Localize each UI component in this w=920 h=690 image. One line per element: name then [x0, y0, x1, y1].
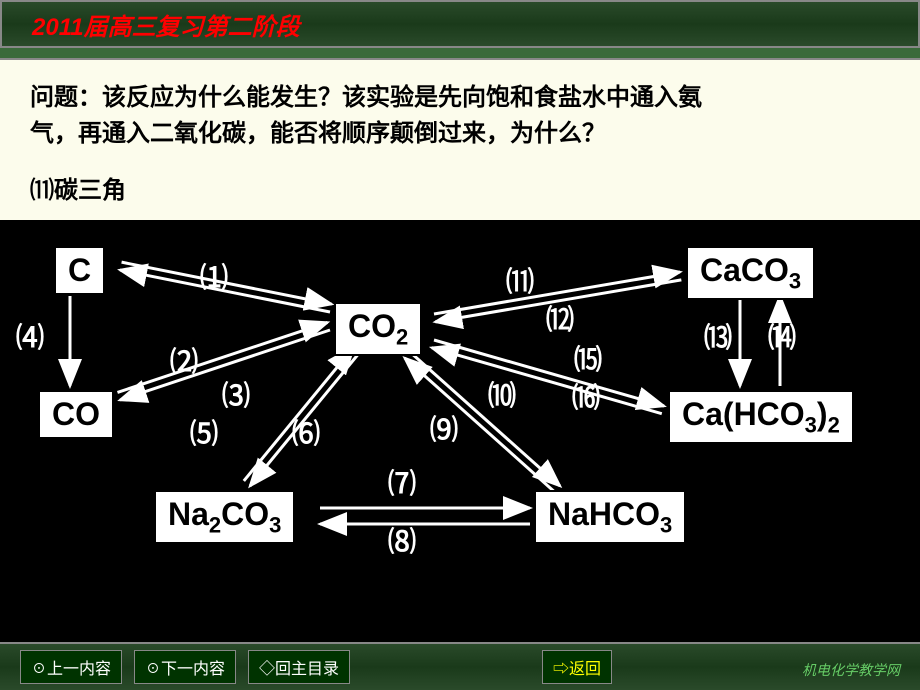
diagram-area: C CO2 CaCO3 CO Ca(HCO3)2 Na2CO3 NaHCO3 ⑴… [0, 220, 920, 580]
node-co: CO [38, 390, 114, 439]
question-line-2: 气，再通入二氧化碳，能否将顺序颠倒过来，为什么？ [30, 116, 890, 152]
section-label: ⑾碳三角 [30, 170, 890, 205]
divider [0, 48, 920, 60]
edge-label-e7: ⑺ [388, 462, 416, 502]
edge-label-e1: ⑴ [200, 256, 228, 296]
edge-label-e10: ⑽ [488, 374, 516, 414]
edge-label-e2: ⑵ [170, 340, 198, 380]
node-caco3: CaCO3 [686, 246, 815, 300]
home-button[interactable]: ◇回主目录 [248, 650, 350, 684]
header-title: 2011届高三复习第二阶段 [32, 7, 300, 42]
node-cahco32: Ca(HCO3)2 [668, 390, 854, 444]
node-co2: CO2 [334, 302, 422, 356]
edge-label-e16: ⒃ [572, 376, 600, 416]
next-button[interactable]: ☉下一内容 [134, 650, 236, 684]
content-area: 问题：该反应为什么能发生？该实验是先向饱和食盐水中通入氨 气，再通入二氧化碳，能… [0, 60, 920, 220]
edge-label-e8: ⑻ [388, 520, 416, 560]
node-na2co3: Na2CO3 [154, 490, 295, 544]
footer-bar: ☉上一内容 ☉下一内容 ◇回主目录 ⇨返回 机电化学教学网 [0, 642, 920, 690]
prev-button[interactable]: ☉上一内容 [20, 650, 122, 684]
node-c: C [54, 246, 105, 295]
edge-label-e13: ⒀ [704, 316, 732, 356]
edge-label-e15: ⒂ [574, 338, 602, 378]
edge-label-e11: ⑾ [506, 260, 534, 300]
edge-label-e6: ⑹ [292, 412, 320, 452]
question-line-1: 问题：该反应为什么能发生？该实验是先向饱和食盐水中通入氨 [30, 80, 890, 116]
edge-label-e9: ⑼ [430, 408, 458, 448]
edge-label-e4: ⑷ [16, 316, 44, 356]
edge-label-e14: ⒁ [768, 316, 796, 356]
header-bar: 2011届高三复习第二阶段 [0, 0, 920, 48]
edge-label-e12: ⑿ [546, 298, 574, 338]
edge-label-e5: ⑸ [190, 412, 218, 452]
node-nahco3: NaHCO3 [534, 490, 686, 544]
edge-label-e3: ⑶ [222, 374, 250, 414]
logo-text: 机电化学教学网 [802, 660, 900, 680]
back-button[interactable]: ⇨返回 [542, 650, 612, 684]
